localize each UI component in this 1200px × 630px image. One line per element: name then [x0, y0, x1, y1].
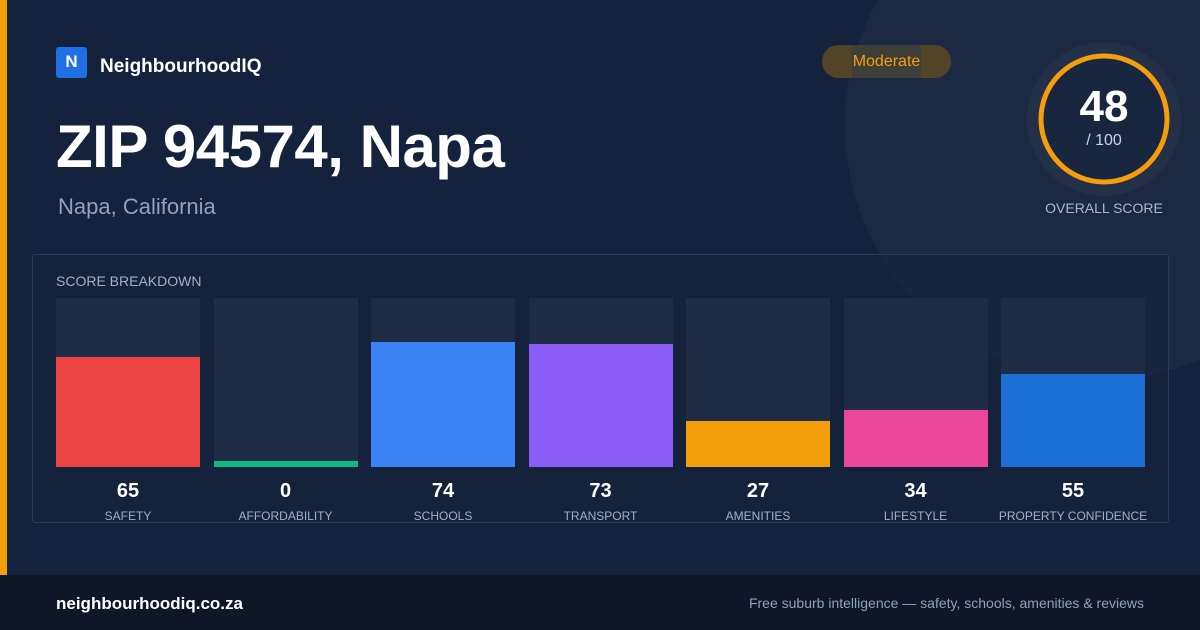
bar-value: 55 [1061, 480, 1085, 502]
bar-track [56, 298, 200, 467]
bar-value: 73 [589, 480, 612, 502]
brand-logo-icon: N [56, 46, 87, 78]
breakdown-item: 0 AFFORDABILITY [213, 298, 358, 523]
bar-value: 27 [746, 480, 770, 502]
bar-fill [213, 461, 358, 467]
overall-score-ring: 48 / 100 [1027, 42, 1181, 196]
bar-fill [843, 409, 988, 467]
score-ring-icon [1027, 42, 1181, 196]
breakdown-item: 27 AMENITIES [686, 298, 830, 523]
breakdown-item: 55 PROPERTY CONFIDENCE [999, 298, 1147, 523]
bar-fill [56, 357, 200, 467]
bar-label: PROPERTY CONFIDENCE [998, 509, 1148, 523]
breakdown-item: 65 SAFETY [56, 298, 200, 523]
overall-score-max: / 100 [1086, 132, 1122, 149]
footer: neighbourhoodiq.co.za Free suburb intell… [0, 575, 1200, 630]
bar-track [213, 298, 358, 467]
breakdown-item: 73 TRANSPORT [528, 298, 673, 523]
footer-tagline: Free suburb intelligence — safety, schoo… [748, 595, 1144, 611]
bar-value: 65 [116, 480, 140, 502]
breakdown-item: 34 LIFESTYLE [843, 298, 988, 523]
bar-fill [1001, 374, 1145, 467]
bar-label: TRANSPORT [563, 509, 638, 523]
brand: N NeighbourhoodIQ [56, 46, 261, 78]
location-subtitle: Napa, California [58, 194, 216, 219]
bar-track [843, 298, 988, 467]
accent-bar [0, 0, 7, 575]
overall-score-caption: OVERALL SCORE [1045, 200, 1163, 216]
bar-label: SAFETY [104, 509, 152, 523]
bar-track [686, 298, 830, 467]
share-card: N NeighbourhoodIQ Moderate ZIP 94574, Na… [0, 0, 1181, 575]
bar-label: AFFORDABILITY [238, 509, 333, 523]
bar-value: 0 [279, 480, 292, 502]
bar-label: SCHOOLS [413, 509, 473, 523]
bar-fill [371, 341, 515, 467]
footer-site-link[interactable]: neighbourhoodiq.co.za [56, 594, 243, 613]
bar-track [528, 298, 673, 467]
bar-value: 74 [431, 480, 455, 502]
rating-badge: Moderate [822, 45, 951, 78]
bar-label: LIFESTYLE [883, 509, 948, 523]
bar-label: AMENITIES [725, 509, 791, 523]
bar-fill [686, 421, 830, 467]
bar-value: 34 [904, 480, 927, 502]
bar-fill [528, 343, 673, 467]
breakdown-item: 74 SCHOOLS [371, 298, 515, 523]
breakdown-title: SCORE BREAKDOWN [56, 273, 202, 289]
bar-track [1001, 298, 1145, 467]
overall-score-value: 48 [1079, 82, 1129, 131]
bar-track [371, 298, 515, 467]
brand-name: NeighbourhoodIQ [100, 56, 262, 77]
rating-badge-label: Moderate [852, 52, 921, 70]
page-title: ZIP 94574, Napa [56, 113, 505, 180]
score-breakdown-panel: SCORE BREAKDOWN 65 SAFETY 0 AFFORDABILITY 74… [32, 254, 1169, 523]
